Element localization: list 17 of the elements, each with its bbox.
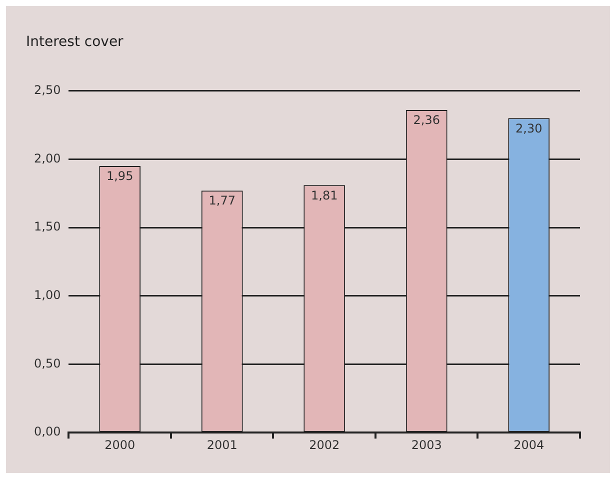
data-label: 2,30 <box>516 121 542 136</box>
x-tick-label: 2004 <box>514 438 544 452</box>
y-tick-label: 0,00 <box>34 424 61 439</box>
x-tick-label: 2001 <box>206 438 238 452</box>
y-tick-label: 2,50 <box>34 82 61 97</box>
data-label: 2,36 <box>413 113 440 128</box>
data-label: 1,77 <box>208 194 236 208</box>
data-label: 1,81 <box>311 188 338 202</box>
y-tick-label: 0,50 <box>34 356 61 370</box>
chart-title: Interest cover <box>26 34 124 50</box>
x-tick-label: 2000 <box>104 438 136 452</box>
x-tick-label: 2003 <box>411 438 442 452</box>
y-tick-label: 1,00 <box>34 288 61 302</box>
x-tick-label: 2002 <box>309 438 340 452</box>
y-tick-label: 2,00 <box>34 151 61 166</box>
data-label: 1,95 <box>106 169 134 184</box>
y-tick-label: 1,50 <box>34 220 61 234</box>
